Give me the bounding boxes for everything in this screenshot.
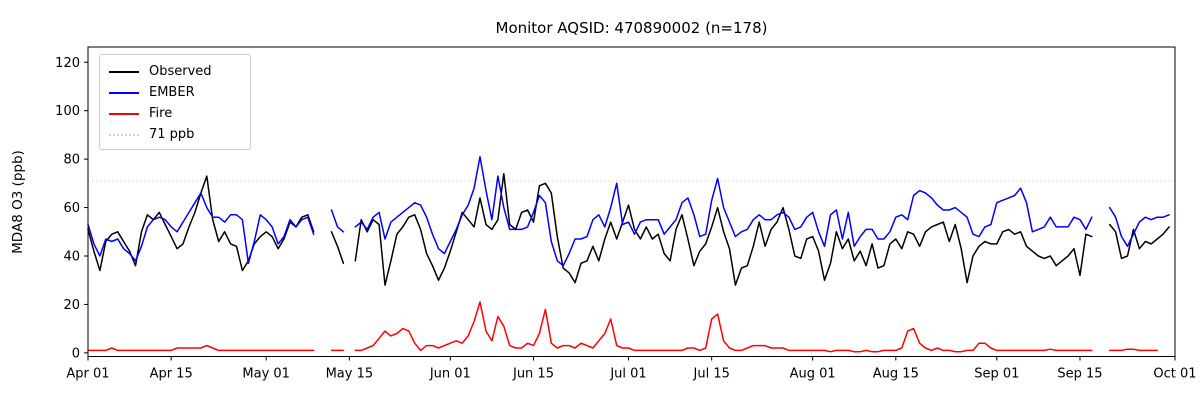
x-tick-label: Aug 01 <box>790 367 836 382</box>
y-tick-label: 80 <box>63 153 80 168</box>
fire-line-swatch <box>109 112 139 115</box>
x-tick-label: Jun 01 <box>429 367 471 382</box>
y-tick-label: 40 <box>63 249 80 264</box>
ember-line-swatch <box>109 91 139 94</box>
y-axis-label: MDA8 O3 (ppb) <box>10 150 26 254</box>
threshold-line-swatch <box>109 133 139 136</box>
legend-item-observed: Observed <box>100 61 250 82</box>
legend-label-ember: EMBER <box>149 85 195 100</box>
legend-label-fire: Fire <box>149 106 173 121</box>
observed-line <box>87 172 1170 286</box>
legend-label-observed: Observed <box>149 64 212 79</box>
x-tick-label: Aug 15 <box>873 367 919 382</box>
x-tick-label: Sep 15 <box>1057 367 1102 382</box>
x-tick-label: Jul 01 <box>609 367 646 382</box>
y-tick-label: 60 <box>63 201 80 216</box>
chart-title: Monitor AQSID: 470890002 (n=178) <box>495 19 768 37</box>
x-tick-label: Apr 15 <box>150 367 193 382</box>
x-tick-label: Jul 15 <box>693 367 730 382</box>
legend-label-threshold: 71 ppb <box>149 127 195 142</box>
y-tick-label: 20 <box>63 298 80 313</box>
y-tick-label: 120 <box>55 56 80 71</box>
y-tick-label: 0 <box>72 346 80 361</box>
x-tick-label: Apr 01 <box>66 367 109 382</box>
x-tick-label: May 15 <box>326 367 374 382</box>
fire-line <box>87 301 1158 353</box>
x-tick-label: Sep 01 <box>974 367 1019 382</box>
ember-line <box>87 155 1170 267</box>
legend-item-threshold: 71 ppb <box>100 124 250 145</box>
observed-line-swatch <box>109 70 139 73</box>
x-tick-label: Jun 15 <box>512 367 554 382</box>
x-tick-label: Oct 01 <box>1153 367 1196 382</box>
legend-item-ember: EMBER <box>100 82 250 103</box>
x-tick-label: May 01 <box>242 367 290 382</box>
legend: Observed EMBER Fire 71 ppb <box>99 54 251 150</box>
y-tick-label: 100 <box>55 104 80 119</box>
legend-item-fire: Fire <box>100 103 250 124</box>
plot-border <box>87 46 1176 357</box>
